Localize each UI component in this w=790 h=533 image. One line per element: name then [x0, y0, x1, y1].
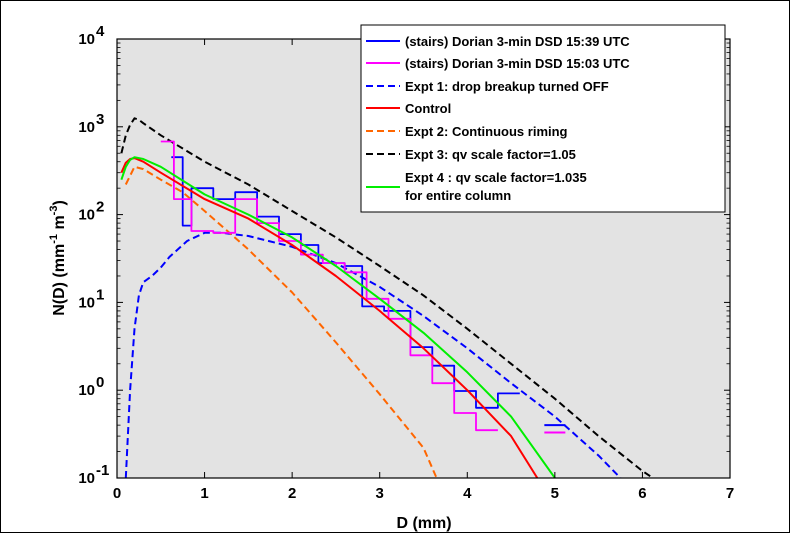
y-tick-label-exponent: 2: [96, 199, 104, 216]
legend-label-expt4-line2: for entire column: [405, 188, 511, 203]
series-line-4: [124, 165, 438, 478]
x-tick-label: 2: [288, 485, 296, 502]
x-tick-label: 0: [113, 485, 121, 502]
x-tick-label: 7: [726, 485, 734, 502]
y-tick-label-exponent: 0: [96, 374, 104, 391]
x-tick-label: 5: [551, 485, 559, 502]
y-tick-label-base: 10: [78, 382, 95, 399]
y-tick-label-base: 10: [78, 207, 95, 224]
y-tick-label-base: 10: [78, 119, 95, 136]
x-axis-label: D (mm): [396, 515, 451, 532]
y-axis-label: N(D) (mm-1 m-3): [48, 200, 68, 316]
y-tick-label-exponent: 1: [96, 286, 104, 303]
x-tick-label: 4: [463, 485, 472, 502]
legend-label-expt4-line1: Expt 4 : qv scale factor=1.035: [405, 170, 587, 185]
y-axis-label-exp1: -1: [48, 234, 60, 244]
x-axis: 0 1 2 3 4 5 6 7: [113, 39, 734, 502]
series-layer: [120, 117, 654, 478]
legend-label-dorian-1539: (stairs) Dorian 3-min DSD 15:39 UTC: [405, 34, 630, 49]
series-line-5: [120, 117, 654, 478]
y-tick-label-exponent: 3: [96, 111, 104, 128]
y-tick-label: 10: [78, 382, 95, 399]
series-line-1: [160, 140, 498, 432]
series-line-2: [124, 231, 622, 478]
legend-label-expt3: Expt 3: qv scale factor=1.05: [405, 147, 576, 162]
y-axis-label-main: N(D) (mm: [51, 244, 68, 316]
y-tick-label: 10: [78, 31, 95, 48]
y-tick-label-base: 10: [78, 31, 95, 48]
legend-box: [360, 24, 726, 213]
x-tick-label: 6: [638, 485, 646, 502]
legend: (stairs) Dorian 3-min DSD 15:39 UTC (sta…: [360, 24, 726, 213]
y-tick-label: 10: [78, 119, 95, 136]
y-axis-label-end: ): [51, 200, 68, 205]
legend-label-expt1: Expt 1: drop breakup turned OFF: [405, 79, 609, 94]
legend-label-dorian-1503: (stairs) Dorian 3-min DSD 15:03 UTC: [405, 56, 630, 71]
x-tick-label: 3: [376, 485, 384, 502]
y-tick-label: 10: [78, 294, 95, 311]
y-tick-label: 10: [78, 207, 95, 224]
y-tick-label: 10: [78, 470, 95, 487]
legend-label-control: Control: [405, 101, 451, 116]
y-axis-label-exp2: -3: [48, 206, 60, 216]
y-tick-label-base: 10: [78, 294, 95, 311]
y-axis-label-mid: m: [51, 215, 68, 234]
y-tick-label-exponent: 4: [96, 23, 105, 40]
x-tick-label: 1: [200, 485, 208, 502]
series-line-6: [120, 156, 556, 478]
y-tick-label-exponent: -1: [96, 462, 109, 479]
legend-label-expt2: Expt 2: Continuous riming: [405, 124, 568, 139]
y-tick-label-base: 10: [78, 470, 95, 487]
